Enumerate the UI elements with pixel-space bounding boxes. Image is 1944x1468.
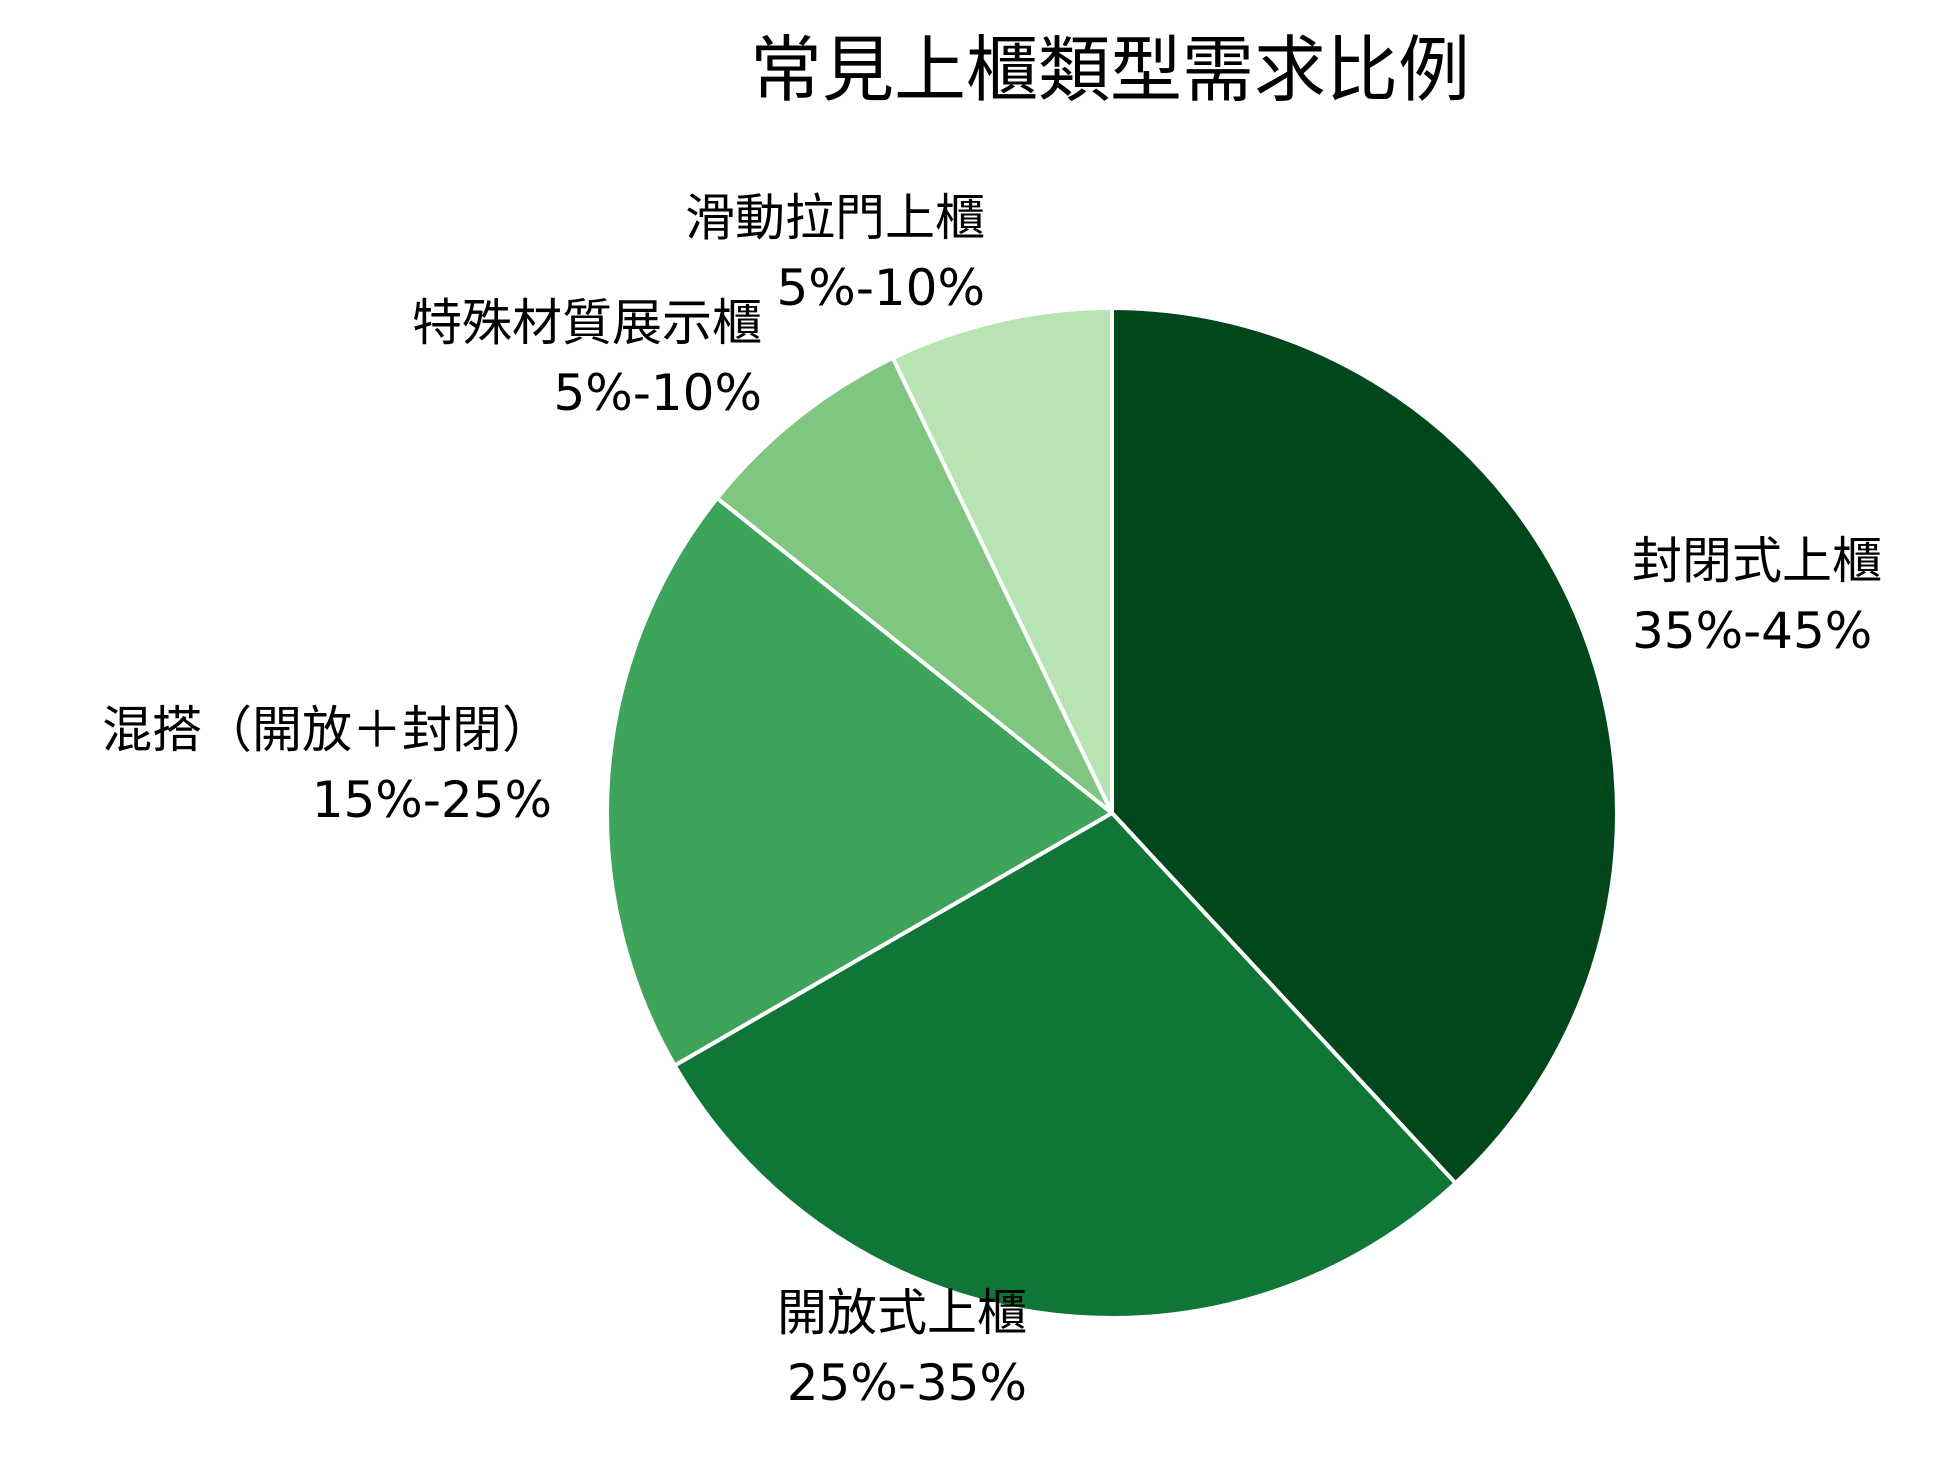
slice-label: 滑動拉門上櫃: [685, 189, 985, 247]
pie-slice: [715, 356, 1114, 815]
slice-label: 特殊材質展示櫃: [412, 294, 762, 352]
pie-slice: [605, 496, 1114, 1068]
slice-value-label: 5%-10%: [777, 259, 986, 317]
pie-labels: 封閉式上櫃 35%-45% 開放式上櫃 25%-35% 混搭（開放＋封閉） 15%-25%…: [102, 189, 1882, 1412]
slice-label: 封閉式上櫃: [1632, 532, 1882, 590]
slice-value-label: 35%-45%: [1632, 602, 1872, 660]
slice-label: 開放式上櫃: [777, 1284, 1027, 1342]
slice-label: 混搭（開放＋封閉）: [102, 701, 552, 759]
pie-slice: [672, 811, 1458, 1320]
slice-value-label: 15%-25%: [312, 771, 552, 829]
slice-value-label: 25%-35%: [787, 1354, 1027, 1412]
slice-value-label: 5%-10%: [554, 364, 763, 422]
pie-slice: [1110, 306, 1619, 1186]
chart-title: 常見上櫃類型需求比例: [750, 28, 1470, 112]
pie-slice: [890, 306, 1114, 815]
pie-slices: [605, 306, 1619, 1320]
